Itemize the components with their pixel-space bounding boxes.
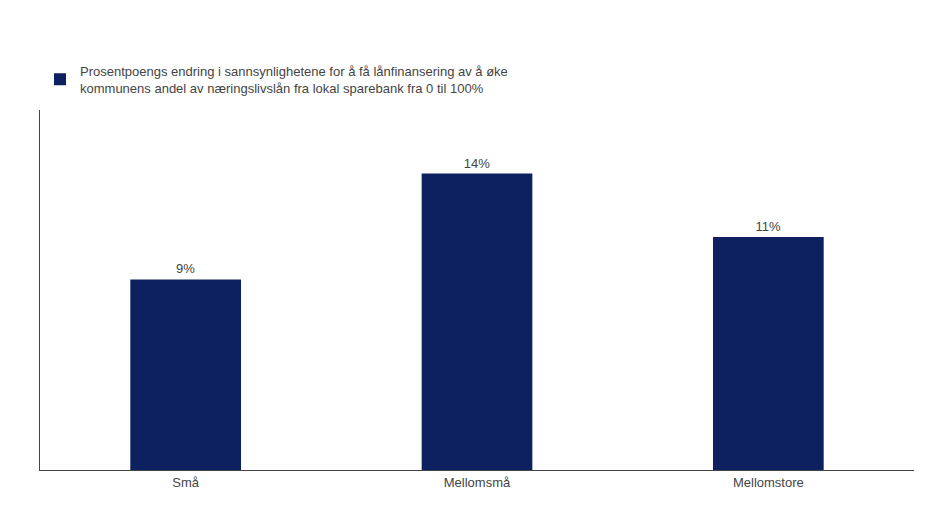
svg-text:14%: 14% (464, 156, 490, 171)
svg-text:Små: Små (172, 475, 200, 490)
svg-text:9%: 9% (176, 261, 195, 276)
svg-text:Prosentpoengs endring i sannsy: Prosentpoengs endring i sannsynlighetene… (80, 64, 508, 96)
svg-text:11%: 11% (756, 219, 781, 234)
svg-text:Mellomstore: Mellomstore (733, 475, 804, 490)
svg-text:Mellomsmå: Mellomsmå (444, 475, 511, 490)
